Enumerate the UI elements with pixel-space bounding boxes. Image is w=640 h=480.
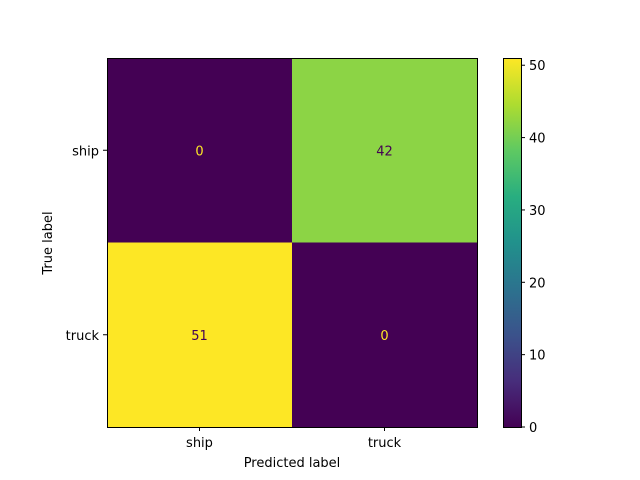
x-tick-label: truck xyxy=(368,436,402,451)
matrix-cell xyxy=(292,58,478,243)
colorbar-tick-label: 0 xyxy=(529,421,537,436)
colorbar-tick-label: 30 xyxy=(529,204,546,219)
cell-value-label: 42 xyxy=(376,144,393,159)
colorbar-tick-label: 20 xyxy=(529,276,546,291)
y-tick-label: truck xyxy=(66,329,100,344)
cell-value-label: 0 xyxy=(380,329,388,344)
cell-value-label: 51 xyxy=(191,329,208,344)
y-tick-label: ship xyxy=(72,144,99,159)
matrix-cells xyxy=(107,58,478,428)
y-axis-label: True label xyxy=(41,211,56,275)
plot-frame xyxy=(107,58,478,428)
colorbar-ticks: 0 10 20 30 40 50 xyxy=(521,59,546,436)
x-axis-ticks: ship truck xyxy=(186,427,402,451)
matrix-cell-labels: 0 42 51 0 xyxy=(191,144,393,344)
matrix-cell xyxy=(292,242,478,428)
matrix-cell xyxy=(107,58,293,243)
x-tick-label: ship xyxy=(186,436,213,451)
colorbar-tick-label: 10 xyxy=(529,349,546,364)
y-axis-ticks: ship truck xyxy=(66,144,107,344)
colorbar-tick-label: 50 xyxy=(529,59,546,74)
colorbar xyxy=(503,58,522,428)
matrix-cell xyxy=(107,242,293,428)
x-axis-label: Predicted label xyxy=(244,456,341,471)
colorbar-tick-label: 40 xyxy=(529,132,546,147)
cell-value-label: 0 xyxy=(195,144,203,159)
